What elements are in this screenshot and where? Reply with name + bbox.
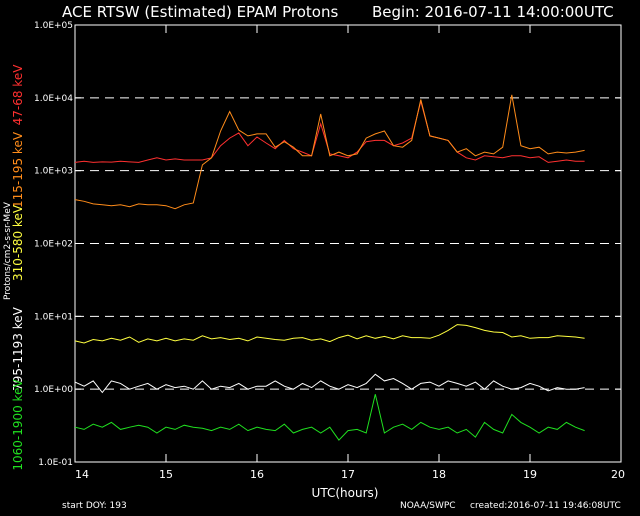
x-tick-label: 17 xyxy=(341,468,355,481)
series-layer xyxy=(74,94,585,441)
grid-layer xyxy=(75,97,621,390)
legend-series-2: 115-195 keV xyxy=(11,131,25,208)
created-time: created:2016-07-11 19:46:08UTC xyxy=(470,501,621,511)
y-tick-label: 1.0E-01 xyxy=(38,458,73,468)
y-ticks: 1.0E-01 1.0E+00 1.0E+01 1.0E+02 1.0E+03 1.0E+… xyxy=(34,21,621,468)
begin-time: Begin: 2016-07-11 14:00:00UTC xyxy=(372,3,614,21)
y-tick-label: 1.0E+04 xyxy=(34,94,73,104)
y-tick-label: 1.0E+02 xyxy=(34,240,73,250)
y-tick-label: 1.0E+03 xyxy=(34,167,73,177)
y-tick-label: 1.0E+05 xyxy=(34,21,73,31)
x-tick-label: 16 xyxy=(250,468,264,481)
legend-series-5: 1060-1900 keV xyxy=(11,379,25,471)
x-tick-label: 14 xyxy=(75,468,89,481)
start-doy: start DOY: 193 xyxy=(62,501,127,511)
legend-series-1: 47-68 keV xyxy=(11,64,25,126)
x-axis-label: UTC(hours) xyxy=(312,486,379,500)
series-line-2 xyxy=(74,94,585,210)
source-label: NOAA/SWPC xyxy=(400,501,456,511)
series-line-5 xyxy=(74,394,585,441)
chart-title: ACE RTSW (Estimated) EPAM Protons xyxy=(62,3,338,21)
series-line-3 xyxy=(74,324,585,344)
series-line-4 xyxy=(74,373,585,394)
x-ticks: 14 15 16 17 18 19 20 xyxy=(74,25,625,481)
legend-series-4: 795-1193 keV xyxy=(11,306,25,390)
x-tick-label: 18 xyxy=(432,468,446,481)
x-tick-label: 15 xyxy=(159,468,173,481)
y-tick-label: 1.0E+01 xyxy=(34,312,73,322)
y-axis-label: Protons/cm2-s-sr-MeV xyxy=(3,201,13,300)
x-tick-label: 20 xyxy=(611,468,625,481)
x-tick-label: 19 xyxy=(523,468,537,481)
legend-series-3: 310-580 keV xyxy=(11,204,25,281)
y-tick-label: 1.0E+00 xyxy=(34,385,73,395)
